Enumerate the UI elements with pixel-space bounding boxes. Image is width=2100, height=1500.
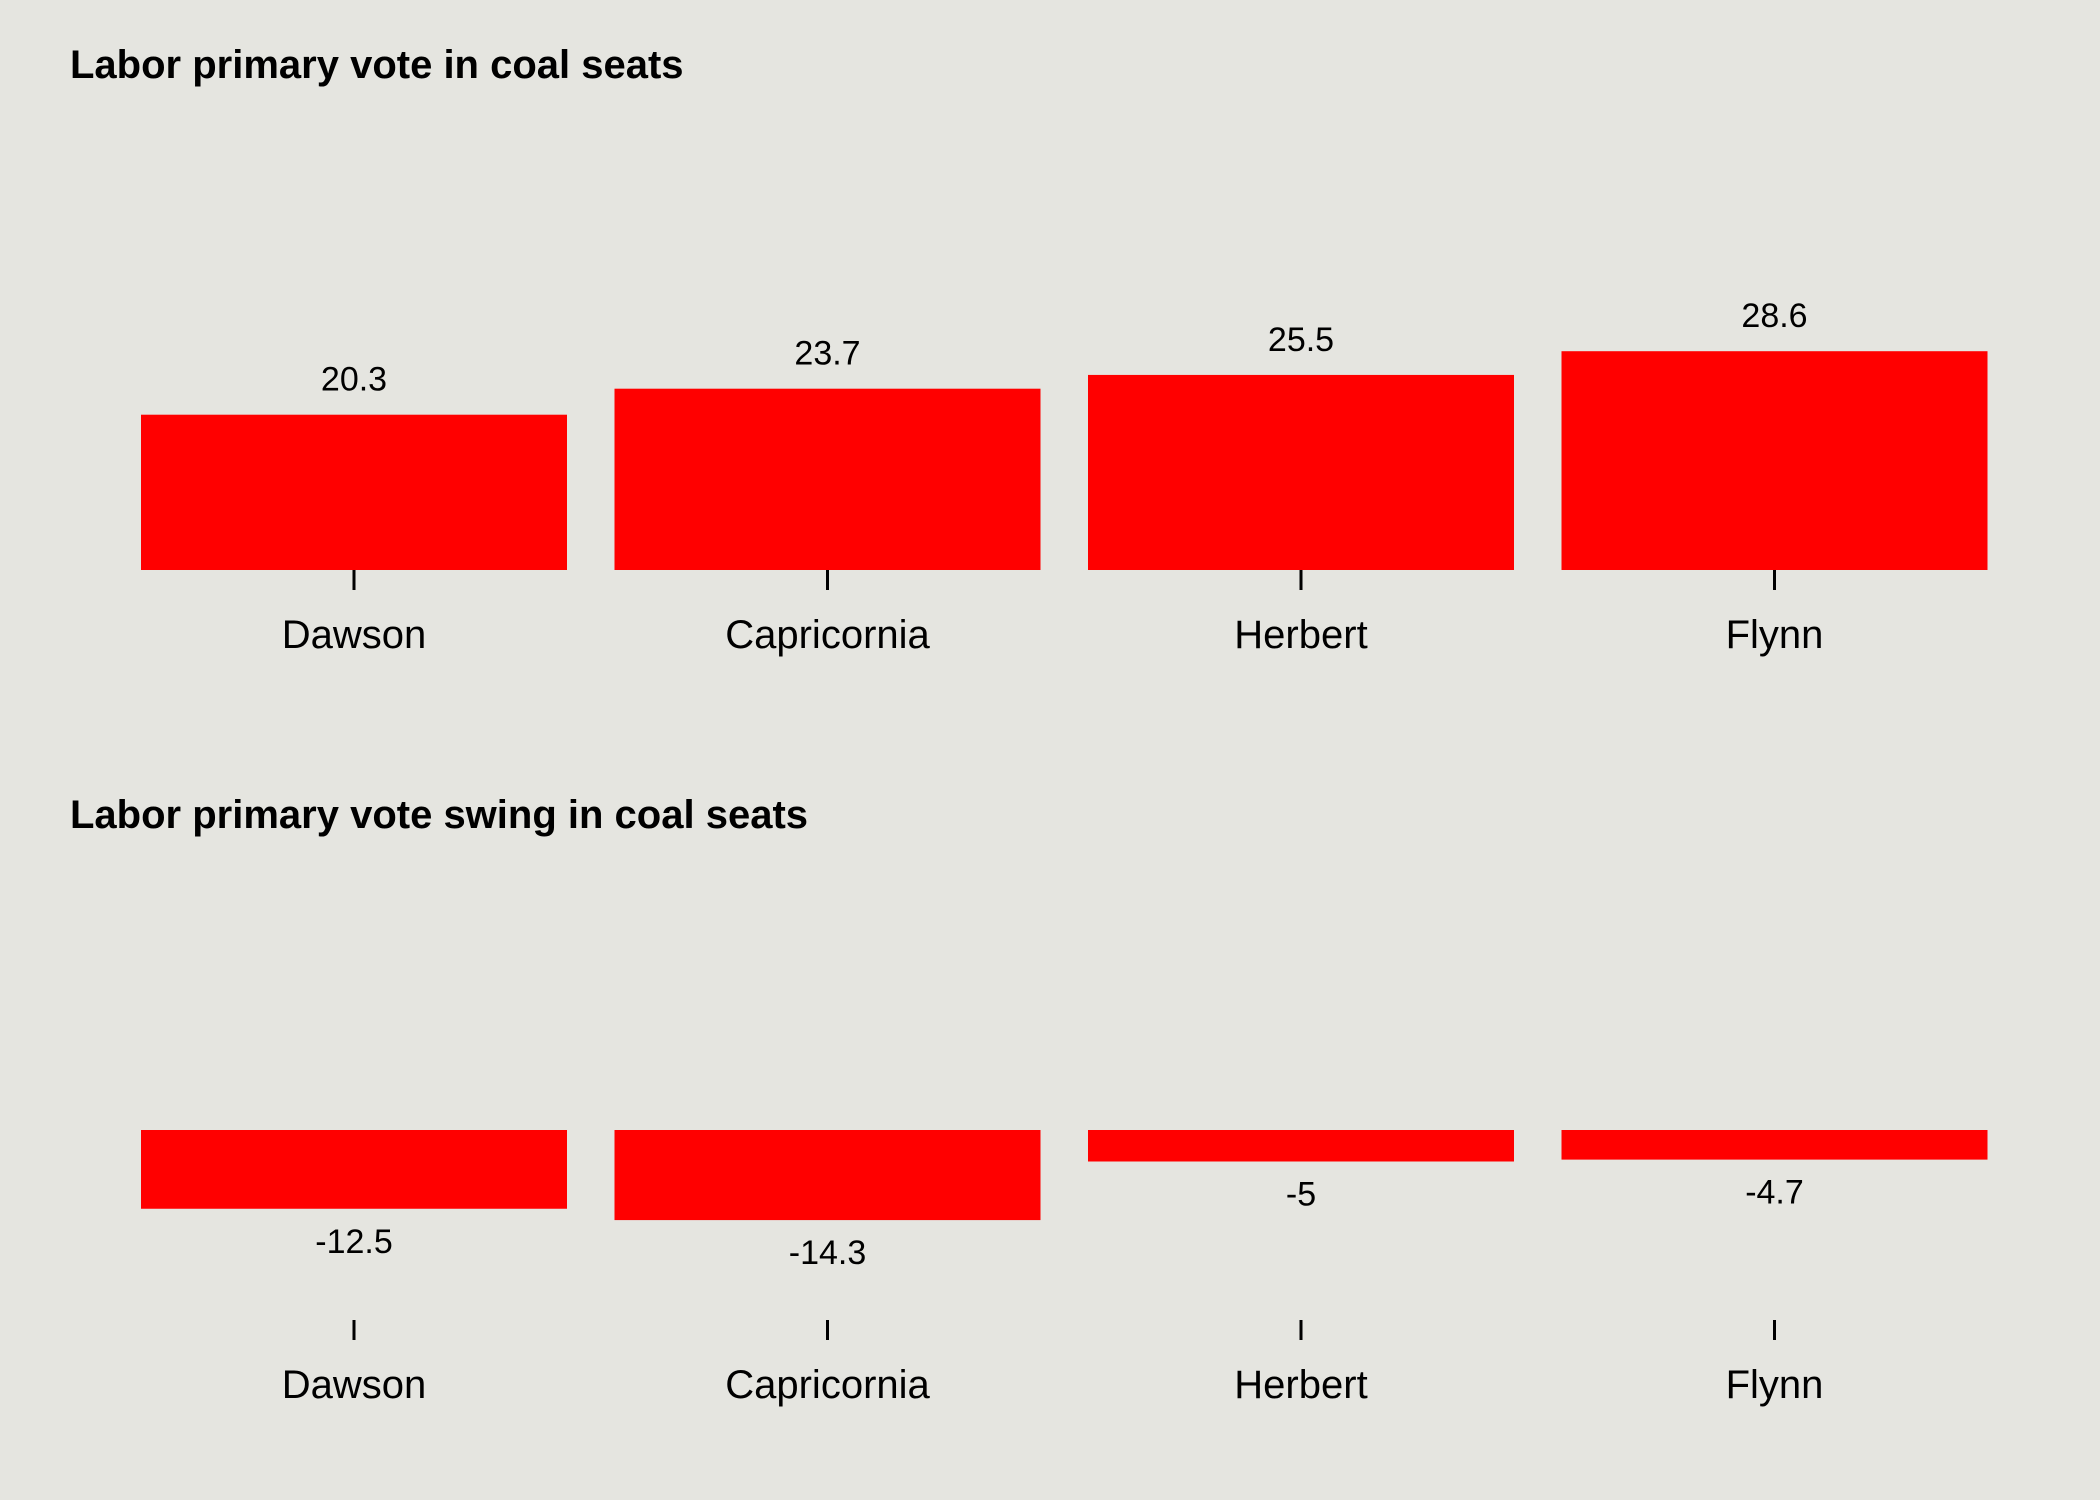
x-tick-label: Dawson xyxy=(282,1363,427,1407)
x-tick-labels-group: Dawson Capricornia Herbert Flynn xyxy=(282,613,1824,657)
x-tick-labels-group: Dawson Capricornia Herbert Flynn xyxy=(282,1363,1824,1407)
x-tick-label: Herbert xyxy=(1234,613,1367,657)
x-tick-label: Herbert xyxy=(1234,1363,1367,1407)
value-label: 25.5 xyxy=(1268,321,1334,359)
value-labels-group: -12.5 -14.3 -5 -4.7 xyxy=(315,1174,1804,1272)
bar xyxy=(1088,374,1514,570)
bar xyxy=(614,1130,1041,1221)
x-ticks-group xyxy=(352,570,1776,590)
bar xyxy=(141,1130,567,1209)
x-ticks-group xyxy=(352,1320,1776,1340)
value-label: -4.7 xyxy=(1745,1174,1804,1212)
bars-group xyxy=(141,1130,1988,1221)
value-label: -14.3 xyxy=(789,1234,867,1272)
x-tick-label: Flynn xyxy=(1726,613,1824,657)
x-tick-label: Flynn xyxy=(1726,1363,1824,1407)
panel-title-vote-swing: Labor primary vote swing in coal seats xyxy=(70,793,808,837)
value-label: 23.7 xyxy=(794,335,860,373)
panel-vote-swing: Labor primary vote swing in coal seats -… xyxy=(70,793,1988,1407)
value-label: 20.3 xyxy=(321,361,387,399)
bar xyxy=(1088,1130,1514,1162)
value-label: 28.6 xyxy=(1741,297,1807,335)
x-tick-label: Capricornia xyxy=(725,613,930,657)
panel-title-primary-vote: Labor primary vote in coal seats xyxy=(70,43,684,87)
bar xyxy=(1561,1130,1988,1160)
value-label: -5 xyxy=(1286,1176,1316,1214)
bar xyxy=(1561,351,1988,570)
x-tick-label: Dawson xyxy=(282,613,427,657)
x-tick-label: Capricornia xyxy=(725,1363,930,1407)
value-labels-group: 20.3 23.7 25.5 28.6 xyxy=(321,297,1808,398)
bar xyxy=(141,414,567,570)
value-label: -12.5 xyxy=(315,1223,393,1261)
bar xyxy=(614,388,1041,570)
bars-group xyxy=(141,351,1988,570)
panel-primary-vote: Labor primary vote in coal seats 20.3 23.… xyxy=(70,43,1988,657)
